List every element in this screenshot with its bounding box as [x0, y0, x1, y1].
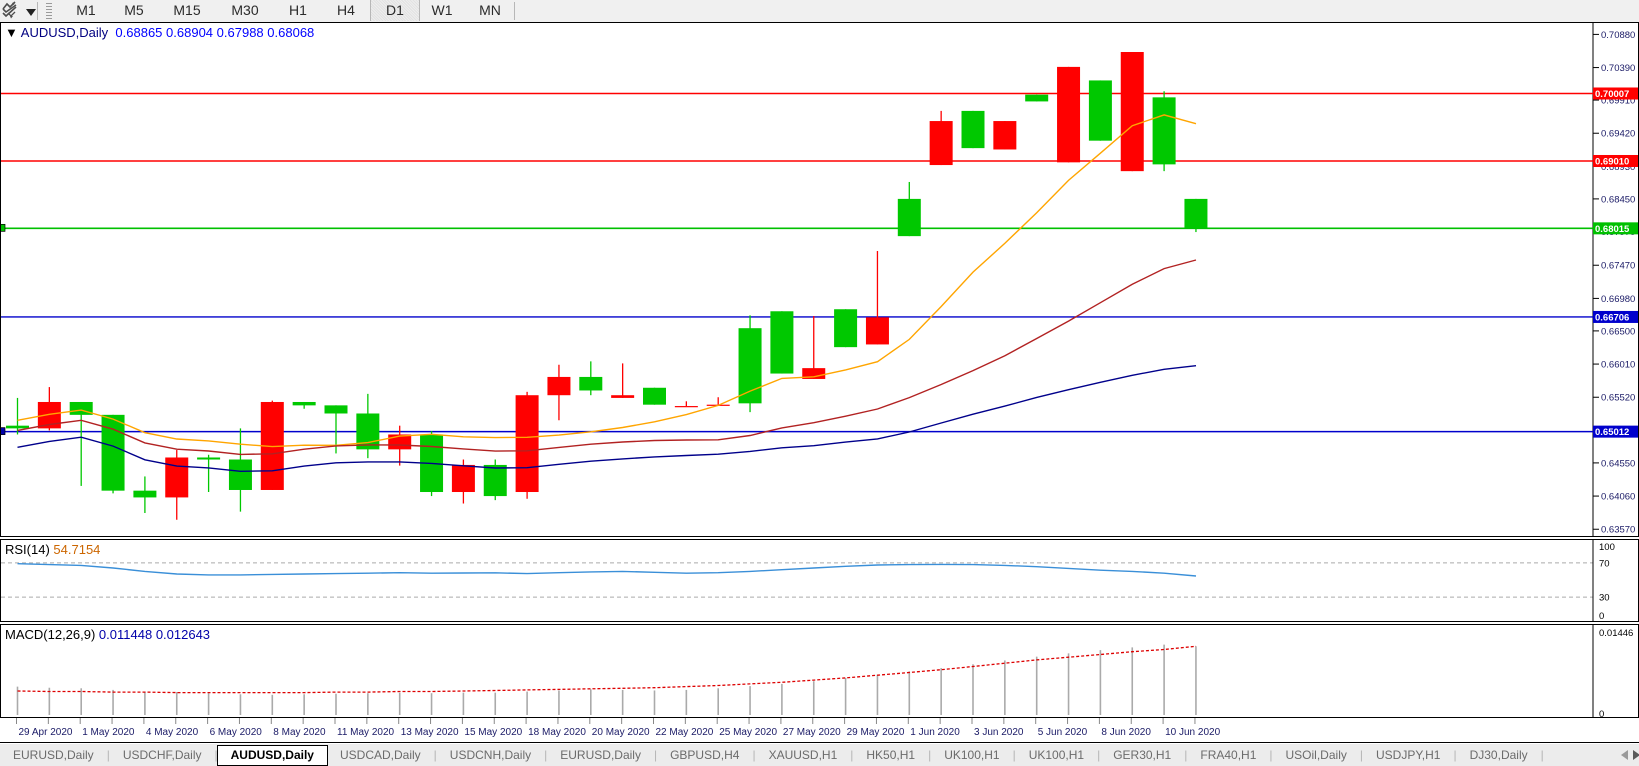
svg-text:29 May 2020: 29 May 2020 — [847, 727, 905, 738]
svg-text:13 May 2020: 13 May 2020 — [401, 727, 459, 738]
svg-text:11 May 2020: 11 May 2020 — [337, 727, 395, 738]
svg-text:10 Jun 2020: 10 Jun 2020 — [1165, 727, 1220, 738]
svg-text:0.70390: 0.70390 — [1601, 63, 1635, 74]
svg-text:1 May 2020: 1 May 2020 — [82, 727, 135, 738]
svg-text:8 Jun 2020: 8 Jun 2020 — [1101, 727, 1151, 738]
svg-text:25 May 2020: 25 May 2020 — [719, 727, 777, 738]
svg-text:0.66706: 0.66706 — [1595, 312, 1629, 323]
svg-text:18 May 2020: 18 May 2020 — [528, 727, 586, 738]
svg-text:0.63570: 0.63570 — [1601, 525, 1635, 536]
svg-text:0.70007: 0.70007 — [1595, 89, 1629, 100]
svg-text:0.66500: 0.66500 — [1601, 326, 1635, 337]
svg-text:100: 100 — [1599, 542, 1615, 553]
svg-text:27 May 2020: 27 May 2020 — [783, 727, 841, 738]
svg-text:29 Apr 2020: 29 Apr 2020 — [19, 727, 73, 738]
svg-text:70: 70 — [1599, 558, 1610, 569]
svg-text:4 May 2020: 4 May 2020 — [146, 727, 199, 738]
svg-text:0: 0 — [1599, 709, 1604, 718]
svg-text:22 May 2020: 22 May 2020 — [656, 727, 714, 738]
svg-text:0.69420: 0.69420 — [1601, 129, 1635, 140]
svg-text:0.69010: 0.69010 — [1595, 156, 1629, 167]
svg-text:0.64550: 0.64550 — [1601, 458, 1635, 469]
svg-text:0.64060: 0.64060 — [1601, 492, 1635, 503]
svg-text:0.66980: 0.66980 — [1601, 294, 1635, 305]
svg-text:0.66010: 0.66010 — [1601, 360, 1635, 371]
svg-text:0.67470: 0.67470 — [1601, 261, 1635, 272]
svg-text:5 Jun 2020: 5 Jun 2020 — [1038, 727, 1088, 738]
svg-text:8 May 2020: 8 May 2020 — [273, 727, 326, 738]
svg-text:3 Jun 2020: 3 Jun 2020 — [974, 727, 1024, 738]
svg-text:6 May 2020: 6 May 2020 — [210, 727, 263, 738]
svg-text:20 May 2020: 20 May 2020 — [592, 727, 650, 738]
svg-text:0.65520: 0.65520 — [1601, 393, 1635, 404]
svg-text:0.68450: 0.68450 — [1601, 194, 1635, 205]
svg-text:1 Jun 2020: 1 Jun 2020 — [910, 727, 960, 738]
svg-text:0: 0 — [1599, 611, 1604, 622]
svg-text:0.68015: 0.68015 — [1595, 224, 1630, 235]
svg-text:0.65012: 0.65012 — [1595, 427, 1629, 438]
svg-text:0.70880: 0.70880 — [1601, 30, 1635, 41]
svg-text:30: 30 — [1599, 593, 1610, 604]
svg-text:0.01446: 0.01446 — [1599, 628, 1633, 639]
svg-text:15 May 2020: 15 May 2020 — [464, 727, 522, 738]
